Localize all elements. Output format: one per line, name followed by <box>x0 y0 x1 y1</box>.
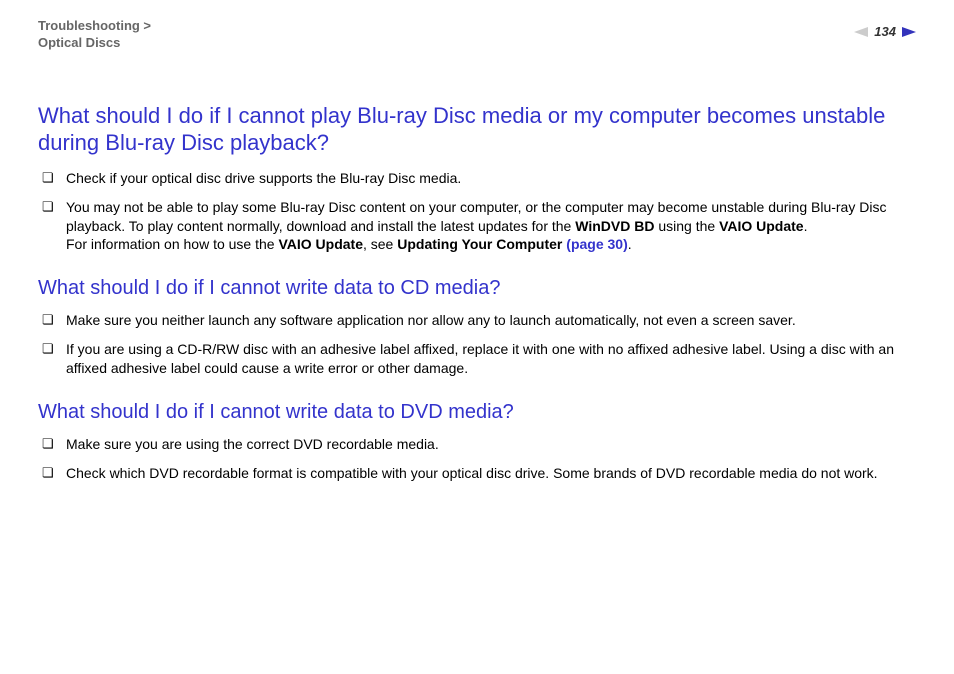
emphasis-text: VAIO Update <box>719 218 804 234</box>
bullet-list: Make sure you neither launch any softwar… <box>38 311 916 378</box>
cross-reference-link[interactable]: (page 30) <box>566 236 627 252</box>
prev-page-icon[interactable] <box>854 27 868 37</box>
list-item: Make sure you neither launch any softwar… <box>38 311 916 330</box>
emphasis-text: Updating Your Computer <box>397 236 566 252</box>
content-body: What should I do if I cannot play Blu-ra… <box>38 102 916 483</box>
document-page: Troubleshooting > Optical Discs 134 What… <box>0 0 954 513</box>
breadcrumb-line2: Optical Discs <box>38 35 151 52</box>
body-text: . <box>628 236 632 252</box>
section-heading: What should I do if I cannot play Blu-ra… <box>38 102 916 157</box>
breadcrumb[interactable]: Troubleshooting > Optical Discs <box>38 18 151 52</box>
list-item: Check if your optical disc drive support… <box>38 169 916 188</box>
body-text: using the <box>654 218 719 234</box>
list-item: If you are using a CD-R/RW disc with an … <box>38 340 916 378</box>
page-header: Troubleshooting > Optical Discs 134 <box>38 18 916 52</box>
next-page-icon[interactable] <box>902 27 916 37</box>
emphasis-text: WinDVD BD <box>575 218 654 234</box>
page-navigator: 134 <box>854 24 916 39</box>
list-item: You may not be able to play some Blu-ray… <box>38 198 916 255</box>
bullet-list: Make sure you are using the correct DVD … <box>38 435 916 483</box>
emphasis-text: VAIO Update <box>278 236 363 252</box>
body-text: For information on how to use the <box>66 236 278 252</box>
page-number: 134 <box>874 24 896 39</box>
breadcrumb-line1: Troubleshooting > <box>38 18 151 35</box>
list-item: Check which DVD recordable format is com… <box>38 464 916 483</box>
body-text: . <box>804 218 808 234</box>
list-item: Make sure you are using the correct DVD … <box>38 435 916 454</box>
bullet-list: Check if your optical disc drive support… <box>38 169 916 255</box>
section-heading: What should I do if I cannot write data … <box>38 400 916 425</box>
body-text: , see <box>363 236 397 252</box>
section-heading: What should I do if I cannot write data … <box>38 276 916 301</box>
